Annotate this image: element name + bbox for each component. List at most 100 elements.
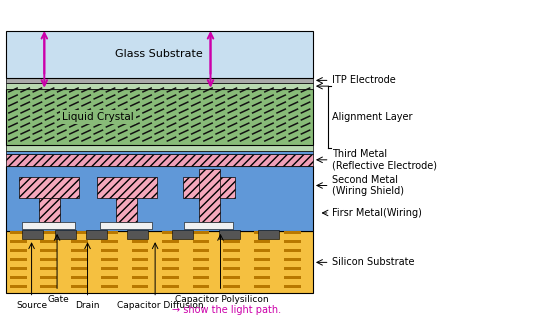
Bar (193, 249, 209, 252)
Bar (6, 145, 313, 151)
Text: Drain: Drain (75, 301, 100, 310)
Bar (162, 258, 179, 261)
Bar (132, 249, 148, 252)
Bar (284, 285, 301, 288)
Bar (254, 258, 270, 261)
Bar (6, 166, 313, 231)
Bar (40, 249, 57, 252)
Bar (19, 177, 79, 198)
Bar (71, 231, 88, 234)
Bar (132, 267, 148, 270)
Bar (6, 83, 313, 89)
Bar (71, 267, 88, 270)
Bar (71, 258, 88, 261)
Bar (223, 240, 240, 243)
Bar (40, 231, 57, 234)
Bar (172, 230, 193, 239)
Bar (284, 258, 301, 261)
Bar (71, 240, 88, 243)
Bar (132, 240, 148, 243)
Bar (132, 276, 148, 279)
Bar (223, 285, 240, 288)
Text: Second Metal
(Wiring Shield): Second Metal (Wiring Shield) (332, 175, 404, 196)
Bar (193, 276, 209, 279)
Bar (132, 231, 148, 234)
Bar (10, 240, 27, 243)
Bar (55, 230, 76, 239)
Bar (101, 267, 118, 270)
Bar (116, 198, 137, 222)
Bar (40, 285, 57, 288)
Bar (254, 267, 270, 270)
Bar (284, 240, 301, 243)
Bar (6, 31, 313, 78)
Bar (219, 230, 240, 239)
Bar (199, 169, 219, 222)
Text: Glass Substrate: Glass Substrate (115, 49, 203, 59)
Bar (40, 267, 57, 270)
Bar (162, 276, 179, 279)
Bar (223, 249, 240, 252)
Text: → show the light path.: → show the light path. (172, 305, 281, 315)
Bar (193, 258, 209, 261)
Bar (193, 240, 209, 243)
Bar (101, 258, 118, 261)
Text: Silicon Substrate: Silicon Substrate (332, 257, 415, 267)
Bar (193, 267, 209, 270)
Bar (162, 249, 179, 252)
Text: ITP Electrode: ITP Electrode (332, 75, 396, 85)
Bar (162, 231, 179, 234)
Bar (10, 249, 27, 252)
Bar (284, 267, 301, 270)
Text: Liquid Crystal: Liquid Crystal (62, 112, 134, 122)
Bar (39, 198, 60, 222)
Bar (40, 240, 57, 243)
Bar (40, 276, 57, 279)
Text: Source: Source (16, 301, 47, 310)
Bar (71, 276, 88, 279)
Bar (254, 231, 270, 234)
Bar (10, 285, 27, 288)
Bar (40, 258, 57, 261)
Bar (223, 231, 240, 234)
Bar (6, 89, 313, 145)
Text: Alignment Layer: Alignment Layer (332, 112, 413, 122)
Bar (193, 285, 209, 288)
Bar (183, 177, 235, 198)
Bar (6, 78, 313, 83)
Bar (223, 267, 240, 270)
Bar (6, 231, 313, 293)
Bar (132, 285, 148, 288)
Bar (254, 285, 270, 288)
Bar (258, 230, 279, 239)
Bar (10, 231, 27, 234)
Bar (101, 231, 118, 234)
Text: Gate: Gate (47, 295, 69, 304)
Bar (162, 267, 179, 270)
Bar (284, 276, 301, 279)
Bar (10, 276, 27, 279)
Bar (101, 249, 118, 252)
Bar (223, 276, 240, 279)
Bar (284, 231, 301, 234)
Bar (100, 222, 152, 229)
Text: Capacitor Polysilicon: Capacitor Polysilicon (175, 295, 268, 304)
Bar (6, 154, 313, 166)
Bar (254, 249, 270, 252)
Bar (101, 240, 118, 243)
Bar (193, 231, 209, 234)
Bar (284, 249, 301, 252)
Bar (6, 151, 313, 154)
Text: Firsr Metal(Wiring): Firsr Metal(Wiring) (332, 208, 422, 218)
Bar (10, 267, 27, 270)
Bar (101, 276, 118, 279)
Bar (71, 249, 88, 252)
Bar (71, 285, 88, 288)
Bar (254, 240, 270, 243)
Bar (127, 230, 148, 239)
Bar (254, 276, 270, 279)
Bar (22, 222, 75, 229)
Bar (86, 230, 107, 239)
Bar (132, 258, 148, 261)
Bar (162, 285, 179, 288)
